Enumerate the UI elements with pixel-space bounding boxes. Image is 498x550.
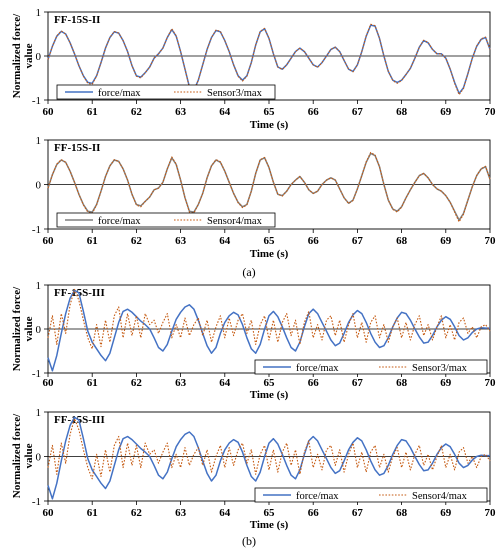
x-tick-label: 69 <box>440 106 452 118</box>
y-tick-label: 0 <box>36 324 42 336</box>
series-line-sensor3max <box>47 23 491 96</box>
x-tick-label: 61 <box>87 377 98 389</box>
x-tick-label: 68 <box>396 235 408 247</box>
legend-label: force/max <box>296 363 339 374</box>
caption-b: (b) <box>242 534 256 548</box>
x-tick-label: 67 <box>352 106 364 118</box>
series-line-forcemax <box>47 289 490 372</box>
x-tick-label: 61 <box>87 106 98 118</box>
legend-box <box>56 84 276 100</box>
x-axis-label: Time (s) <box>250 519 289 531</box>
x-tick-label: 68 <box>396 106 408 118</box>
x-tick-label: 64 <box>219 377 231 389</box>
x-tick-label: 62 <box>131 235 143 247</box>
x-tick-label: 67 <box>352 377 364 389</box>
legend-label: force/max <box>98 216 141 227</box>
x-tick-label: 68 <box>396 377 408 389</box>
panel-title: FF-15S-II <box>54 142 100 154</box>
x-tick-label: 64 <box>219 507 231 519</box>
x-tick-label: 69 <box>440 377 452 389</box>
legend-label: force/max <box>98 88 141 99</box>
x-tick-label: 61 <box>87 507 98 519</box>
x-tick-label: 63 <box>175 106 187 118</box>
legend-label: Sensor3/max <box>207 88 263 99</box>
legend-box <box>254 359 488 375</box>
x-tick-label: 65 <box>264 235 276 247</box>
y-tick-label: 0 <box>36 452 42 464</box>
legend: force/max Sensor3/max <box>254 359 488 375</box>
x-axis-label: Time (s) <box>250 119 289 131</box>
x-tick-label: 65 <box>264 106 276 118</box>
x-tick-label: 65 <box>264 377 276 389</box>
x-tick-label: 67 <box>352 235 364 247</box>
x-tick-label: 64 <box>219 106 231 118</box>
y-tick-label: -1 <box>32 496 41 508</box>
x-tick-label: 62 <box>131 377 143 389</box>
x-tick-label: 63 <box>175 235 187 247</box>
y-tick-label: 0 <box>36 180 42 192</box>
y-axis-label: Normalized force/value <box>11 286 35 371</box>
chart-panel-4: 1 0 -160 61 62 63 64 65 66 67 68 69 70 Time (s) Normal… <box>11 407 496 531</box>
x-tick-label: 68 <box>396 507 408 519</box>
x-tick-label: 64 <box>219 235 231 247</box>
x-axis-label: Time (s) <box>250 389 289 401</box>
x-tick-label: 70 <box>485 377 497 389</box>
y-axis-label: Normalized force/value <box>11 13 35 98</box>
legend-label: force/max <box>296 491 339 502</box>
series-line-forcemax <box>47 416 490 500</box>
x-tick-label: 70 <box>485 106 497 118</box>
x-tick-label: 69 <box>440 235 452 247</box>
series-line-sensor4max <box>47 151 491 223</box>
y-tick-label: 1 <box>36 280 42 292</box>
x-tick-label: 62 <box>131 507 143 519</box>
chart-panel-3: 1 0 -160 61 62 63 64 65 66 67 68 69 70 Time (s) Normal… <box>11 280 496 401</box>
y-tick-label: 1 <box>36 135 42 147</box>
x-tick-label: 66 <box>308 106 320 118</box>
series-line-forcemax <box>47 152 491 221</box>
legend: force/max Sensor4/max <box>56 212 276 228</box>
legend: force/max Sensor4/max <box>254 487 488 503</box>
x-tick-label: 60 <box>43 507 55 519</box>
chart-panel-1: 1 0 -160 61 62 63 64 65 66 67 68 69 70 Time (s) Normal… <box>11 7 496 131</box>
x-tick-label: 65 <box>264 507 276 519</box>
x-tick-label: 66 <box>308 235 320 247</box>
y-tick-label: 0 <box>36 51 42 63</box>
y-tick-label: -1 <box>32 95 41 107</box>
x-tick-label: 60 <box>43 235 55 247</box>
y-tick-label: -1 <box>32 368 41 380</box>
legend-box <box>56 212 276 228</box>
x-tick-label: 70 <box>485 235 497 247</box>
series-line-forcemax <box>47 24 491 95</box>
x-tick-label: 67 <box>352 507 364 519</box>
y-tick-label: -1 <box>32 224 41 236</box>
chart-panel-2: 1 0 -160 61 62 63 64 65 66 67 68 69 70 Time (s) FF-15S… <box>32 135 496 260</box>
legend: force/max Sensor3/max <box>56 84 276 100</box>
legend-label: Sensor3/max <box>412 363 468 374</box>
x-tick-label: 69 <box>440 507 452 519</box>
x-tick-label: 60 <box>43 377 55 389</box>
y-tick-label: 1 <box>36 407 42 419</box>
x-tick-label: 60 <box>43 106 55 118</box>
x-tick-label: 66 <box>308 507 320 519</box>
caption-a: (a) <box>242 265 255 279</box>
x-tick-label: 62 <box>131 106 143 118</box>
series-line-sensor3max <box>47 288 491 350</box>
legend-label: Sensor4/max <box>412 491 468 502</box>
y-tick-label: 1 <box>36 7 42 19</box>
y-axis-label: Normalized force/value <box>11 413 35 498</box>
x-axis-label: Time (s) <box>250 248 289 260</box>
x-tick-label: 61 <box>87 235 98 247</box>
x-tick-label: 63 <box>175 377 187 389</box>
x-tick-label: 63 <box>175 507 187 519</box>
x-tick-label: 70 <box>485 507 497 519</box>
x-tick-label: 66 <box>308 377 320 389</box>
legend-label: Sensor4/max <box>207 216 263 227</box>
panel-title: FF-15S-II <box>54 14 100 26</box>
legend-box <box>254 487 488 503</box>
